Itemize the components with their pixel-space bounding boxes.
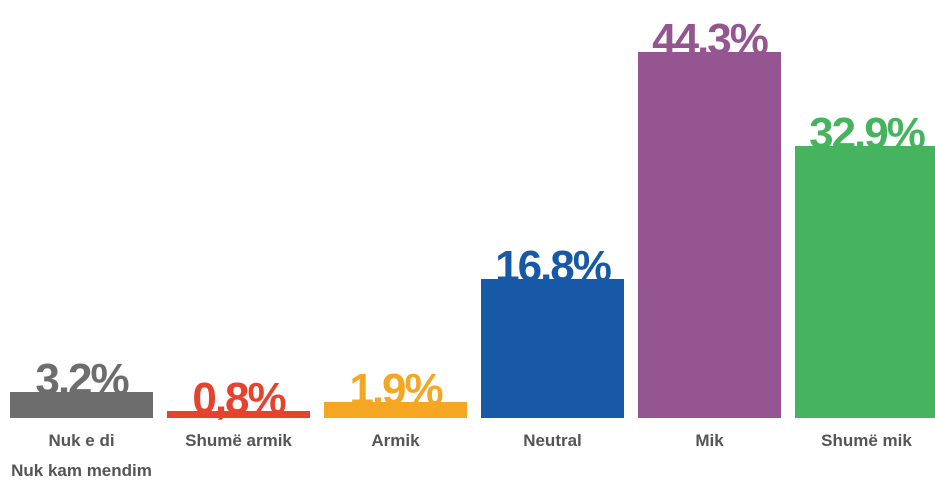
category-label: Shumë armik (185, 431, 292, 450)
category-label: Armik (371, 431, 420, 450)
bar (10, 391, 153, 418)
value-label: 1,9% (349, 365, 443, 415)
category-label: Mik (695, 431, 724, 450)
bar (481, 279, 624, 418)
category-label: Nuk e di Nuk kam mendim (11, 431, 152, 480)
category-label: Neutral (523, 431, 582, 450)
value-label: 0,8% (192, 374, 286, 424)
bar (638, 52, 781, 418)
bar (167, 411, 310, 418)
bar (324, 402, 467, 418)
value-label: 16,8% (495, 242, 612, 292)
category-label: Shumë mik (821, 431, 912, 450)
value-label: 32,9% (809, 109, 926, 159)
value-label: 44,3% (652, 15, 769, 64)
bar (795, 146, 935, 418)
value-label: 3,2% (35, 354, 129, 404)
